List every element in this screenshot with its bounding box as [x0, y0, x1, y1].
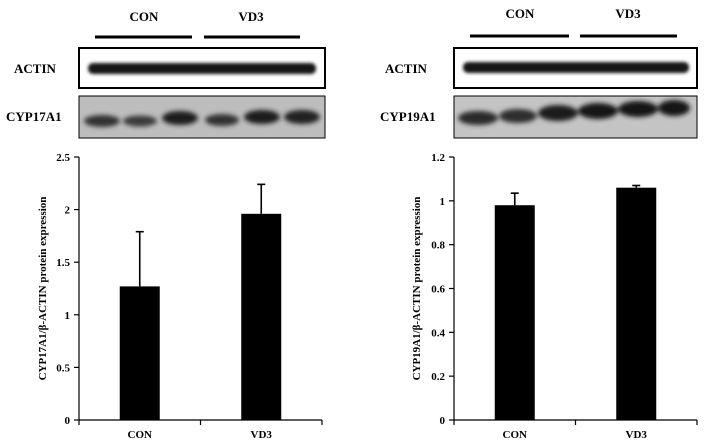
x-tick-label-vd3: VD3	[251, 429, 273, 441]
bar-vd3	[241, 213, 282, 420]
y-tick-label: 1.5	[56, 257, 70, 269]
y-tick-label: 0.8	[431, 240, 445, 252]
right-blot-label-actin: ACTIN	[385, 61, 428, 76]
y-tick-label: 2	[65, 205, 71, 217]
y-tick-label: 0.2	[431, 371, 445, 383]
right-blot-label-cyp19a1: CYP19A1	[380, 109, 436, 124]
left-group-label-vd3: VD3	[238, 9, 264, 24]
left-blot-label-cyp17a1: CYP17A1	[6, 109, 62, 124]
y-tick-label: 0.4	[431, 327, 445, 339]
x-tick-label-vd3: VD3	[626, 429, 648, 441]
x-tick-label-con: CON	[503, 429, 528, 441]
left-blot-label-actin: ACTIN	[14, 61, 57, 76]
y-tick-label: 2.5	[56, 152, 70, 164]
right-actin-band	[463, 62, 689, 73]
right-group-label-vd3: VD3	[615, 6, 641, 21]
bar-con	[494, 205, 535, 420]
y-axis-label: CYP17A1/β-ACTIN protein expression	[37, 197, 49, 381]
y-tick-label: 0	[65, 415, 71, 427]
y-tick-label: 1.2	[431, 152, 445, 164]
y-tick-label: 1	[65, 310, 71, 322]
cyp17a1-bar-chart: 0 0.5 1 1.5 2 2.5 CON VD3 CYP17A1/β-ACTIN protei…	[37, 152, 323, 441]
right-cyp19a1-bands	[458, 100, 690, 125]
bar-con	[119, 286, 160, 420]
left-group-label-con: CON	[130, 9, 160, 24]
left-blot-panel: CON VD3 ACTIN CYP17A1	[6, 9, 326, 139]
left-actin-band	[88, 63, 316, 74]
cyp19a1-bar-chart: 0 0.2 0.4 0.6 0.8 1 1.2 CON VD3 CYP19A1/β-ACTIN p…	[411, 152, 698, 441]
right-blot-panel: CON VD3 ACTIN CYP19A1	[380, 6, 698, 139]
x-tick-label-con: CON	[128, 429, 153, 441]
left-cyp17a1-bands	[84, 110, 320, 127]
bar-vd3	[616, 187, 657, 420]
y-tick-label: 0.6	[431, 284, 445, 296]
y-tick-label: 0	[440, 415, 446, 427]
y-axis-label: CYP19A1/β-ACTIN protein expression	[411, 197, 423, 381]
y-tick-label: 1	[440, 196, 446, 208]
right-group-label-con: CON	[506, 6, 536, 21]
y-tick-label: 0.5	[56, 362, 70, 374]
